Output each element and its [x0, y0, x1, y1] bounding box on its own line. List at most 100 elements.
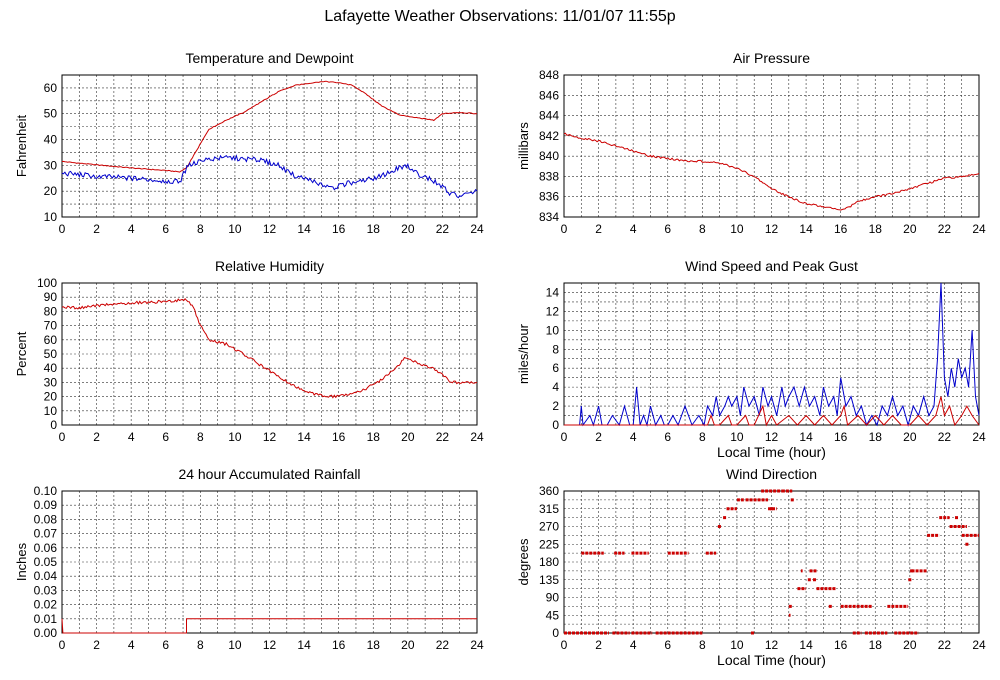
humidity-title: Relative Humidity	[215, 258, 324, 274]
x-tick-label: 2	[595, 222, 602, 236]
rain-title: 24 hour Accumulated Rainfall	[178, 466, 360, 482]
y-tick-label: 135	[539, 573, 559, 587]
winddir-x-axis-label: Local Time (hour)	[717, 652, 826, 668]
x-tick-label: 14	[297, 638, 311, 652]
x-tick-label: 8	[699, 638, 706, 652]
y-tick-label: 838	[539, 169, 559, 183]
y-tick-label: 0	[50, 418, 57, 432]
y-tick-label: 0.03	[34, 583, 58, 597]
x-tick-label: 0	[59, 222, 66, 236]
y-tick-label: 50	[44, 107, 58, 121]
x-tick-label: 8	[197, 222, 204, 236]
y-tick-label: 100	[37, 276, 57, 290]
x-tick-label: 20	[903, 222, 917, 236]
y-tick-label: 0.10	[34, 484, 58, 498]
x-tick-label: 0	[561, 222, 568, 236]
x-tick-label: 16	[332, 222, 346, 236]
x-tick-label: 10	[228, 638, 242, 652]
temp-plot-frame	[61, 74, 478, 218]
y-tick-label: 45	[546, 608, 560, 622]
pressure-plot-frame	[563, 74, 980, 218]
x-tick-label: 14	[799, 222, 813, 236]
y-tick-label: 0.01	[34, 612, 58, 626]
x-tick-label: 22	[938, 638, 952, 652]
pressure-y-axis-label: millibars	[516, 122, 531, 170]
x-tick-label: 22	[938, 430, 952, 444]
y-tick-label: 0.08	[34, 512, 58, 526]
pressure-title: Air Pressure	[733, 50, 810, 66]
wind-direction-point	[828, 604, 832, 608]
humidity-series-0-line	[61, 298, 478, 399]
x-tick-label: 8	[699, 222, 706, 236]
y-tick-label: 12	[546, 304, 560, 318]
x-tick-label: 22	[436, 430, 450, 444]
x-tick-label: 24	[972, 222, 986, 236]
x-tick-label: 14	[297, 222, 311, 236]
humidity-plot-frame	[61, 282, 478, 426]
y-tick-label: 8	[552, 342, 559, 356]
wind-direction-point	[770, 507, 773, 511]
y-tick-label: 836	[539, 190, 559, 204]
x-tick-label: 4	[630, 430, 637, 444]
y-tick-label: 848	[539, 68, 559, 82]
y-tick-label: 0.05	[34, 555, 58, 569]
x-tick-label: 18	[869, 222, 883, 236]
x-tick-label: 14	[799, 430, 813, 444]
y-tick-label: 20	[44, 390, 58, 404]
y-tick-label: 360	[539, 484, 559, 498]
x-tick-label: 2	[93, 430, 100, 444]
wind-direction-point	[908, 578, 912, 582]
y-tick-label: 0.09	[34, 498, 58, 512]
y-tick-label: 315	[539, 502, 559, 516]
x-tick-label: 0	[561, 638, 568, 652]
x-tick-label: 16	[834, 222, 848, 236]
y-tick-label: 846	[539, 88, 559, 102]
temp-y-axis-label: Fahrenheit	[14, 115, 29, 178]
x-tick-label: 0	[59, 638, 66, 652]
x-tick-label: 2	[595, 430, 602, 444]
x-tick-label: 12	[263, 638, 277, 652]
y-tick-label: 10	[546, 323, 560, 337]
x-tick-label: 10	[228, 222, 242, 236]
x-tick-label: 10	[730, 222, 744, 236]
y-tick-label: 2	[552, 399, 559, 413]
wind-plot-frame	[563, 282, 980, 426]
temp-series-0-line	[61, 80, 478, 173]
wind-direction-point	[955, 516, 959, 520]
y-tick-label: 80	[44, 304, 58, 318]
x-tick-label: 16	[834, 430, 848, 444]
x-tick-label: 18	[869, 638, 883, 652]
x-tick-label: 0	[59, 430, 66, 444]
x-tick-label: 4	[630, 638, 637, 652]
x-tick-label: 16	[332, 638, 346, 652]
wind-y-axis-label: miles/hour	[516, 323, 531, 384]
y-tick-label: 60	[44, 333, 58, 347]
y-tick-label: 0.02	[34, 598, 58, 612]
y-tick-label: 842	[539, 129, 559, 143]
y-tick-label: 40	[44, 133, 58, 147]
wind-x-axis-label: Local Time (hour)	[717, 444, 826, 460]
y-tick-label: 270	[539, 520, 559, 534]
y-tick-label: 40	[44, 361, 58, 375]
rain-plot-frame	[61, 490, 478, 634]
x-tick-label: 6	[664, 222, 671, 236]
x-tick-label: 2	[93, 638, 100, 652]
y-tick-label: 0	[552, 626, 559, 640]
x-tick-label: 24	[972, 638, 986, 652]
y-tick-label: 180	[539, 555, 559, 569]
x-tick-label: 12	[765, 638, 779, 652]
rain-series-0-line	[61, 618, 477, 634]
x-tick-label: 6	[664, 638, 671, 652]
x-tick-label: 20	[401, 430, 415, 444]
y-tick-label: 10	[44, 210, 58, 224]
x-tick-label: 20	[401, 638, 415, 652]
x-tick-label: 12	[765, 222, 779, 236]
y-tick-label: 30	[44, 158, 58, 172]
pressure-series-0-line	[563, 132, 980, 211]
